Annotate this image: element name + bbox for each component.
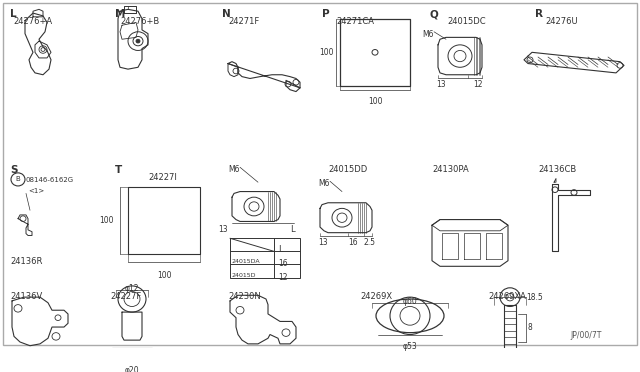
Text: 12: 12 — [473, 80, 483, 89]
Text: 2.5: 2.5 — [364, 238, 376, 247]
Text: 24015DD: 24015DD — [328, 166, 367, 174]
Circle shape — [136, 39, 140, 43]
Text: 24276+B: 24276+B — [120, 17, 159, 26]
Text: S: S — [10, 166, 17, 175]
Text: 16: 16 — [278, 259, 287, 268]
Text: φ12: φ12 — [125, 284, 140, 293]
Text: 13: 13 — [318, 238, 328, 247]
Text: 24230N: 24230N — [228, 292, 260, 301]
Text: 24227I: 24227I — [148, 173, 177, 182]
Text: 24269XA: 24269XA — [488, 292, 526, 301]
Text: 16: 16 — [348, 238, 358, 247]
Text: 100: 100 — [99, 216, 113, 225]
Text: 100: 100 — [319, 48, 333, 57]
Text: L: L — [278, 245, 283, 254]
Text: M6: M6 — [228, 166, 239, 174]
Text: 8: 8 — [528, 323, 532, 331]
Text: L: L — [290, 225, 294, 234]
Text: P: P — [322, 9, 330, 19]
Text: 24227F: 24227F — [110, 292, 141, 301]
Text: 24015DA: 24015DA — [232, 259, 260, 264]
Text: 100: 100 — [157, 271, 172, 280]
Text: 24136V: 24136V — [10, 292, 42, 301]
Text: 08146-6162G: 08146-6162G — [26, 177, 74, 183]
Text: 24015DC: 24015DC — [447, 17, 486, 26]
Text: 24130PA: 24130PA — [432, 166, 468, 174]
Text: 13: 13 — [436, 80, 445, 89]
Text: 100: 100 — [368, 97, 382, 106]
Text: 18.5: 18.5 — [526, 294, 543, 302]
Text: 24271CA: 24271CA — [336, 17, 374, 26]
Bar — [230, 238, 300, 278]
Text: 24136CB: 24136CB — [538, 166, 576, 174]
Text: 24269X: 24269X — [360, 292, 392, 301]
Text: JP/00/7T: JP/00/7T — [570, 331, 602, 340]
Text: 24015D: 24015D — [232, 273, 257, 278]
Text: <1>: <1> — [28, 188, 44, 194]
Text: φ20: φ20 — [125, 366, 140, 372]
Text: M6: M6 — [318, 179, 330, 188]
Text: N: N — [222, 9, 231, 19]
Text: Q: Q — [430, 9, 439, 19]
Text: M6: M6 — [422, 30, 433, 39]
Text: 13: 13 — [218, 225, 228, 234]
Text: 24276+A: 24276+A — [13, 17, 52, 26]
Text: M: M — [115, 9, 125, 19]
Text: φ53: φ53 — [403, 342, 417, 351]
Text: φ60: φ60 — [403, 297, 417, 306]
Text: B: B — [15, 176, 20, 182]
Text: 24276U: 24276U — [545, 17, 578, 26]
Text: 24271F: 24271F — [228, 17, 259, 26]
Text: T: T — [115, 166, 122, 175]
Text: R: R — [535, 9, 543, 19]
Text: 12: 12 — [278, 273, 287, 282]
Text: L: L — [10, 9, 17, 19]
Text: 24136R: 24136R — [10, 257, 42, 266]
